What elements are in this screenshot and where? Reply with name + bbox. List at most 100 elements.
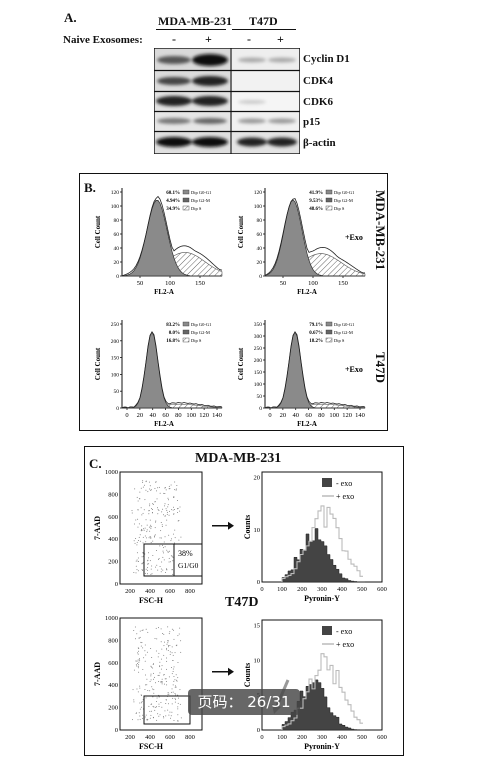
y-tick-label: 250 [111,322,120,328]
scatter-point [166,684,168,686]
scatter-point [154,638,156,640]
scatter-point [160,522,162,524]
western-blot [154,48,300,154]
scatter-point [166,513,168,515]
legend-swatch [182,337,190,343]
scatter-point [142,551,144,553]
scatter-point [180,717,182,719]
phase-percent: 48.6% [309,207,323,212]
phase-percent: 60.1% [166,191,180,196]
scatter-point [158,703,160,705]
y-tick-label: 50 [257,394,263,400]
scatter-point [176,499,178,501]
scatter-point [152,664,154,666]
histogram-outline [121,331,223,409]
scatter-point [171,673,173,675]
scatter-point [172,533,174,535]
scatter-point [164,641,166,643]
scatter-point [140,507,142,509]
scatter-point [144,716,146,718]
scatter-point [133,669,135,671]
histogram-plot: 0 20 40 60 80 100 120 50 100 150 FL2-A Cell Count 41… [237,188,366,296]
scatter-point [154,534,156,536]
x-tick-label: 140 [212,412,222,419]
scatter-point [137,653,139,655]
scatter-point [175,679,177,681]
protein-label: Cyclin D1 [303,53,350,65]
scatter-point [159,545,161,547]
protein-label: p15 [303,116,321,128]
scatter-point [152,503,154,505]
scatter-point [165,487,167,489]
legend-swatch [182,197,190,203]
scatter-point [148,537,150,539]
lane-sign: - [247,32,251,46]
scatter-point [174,489,176,491]
scatter-point [137,539,139,541]
y-tick-label: 0 [257,579,260,586]
scatter-point [151,565,153,567]
scatter-point [163,674,165,676]
scatter-point [141,529,143,531]
scatter-point [167,626,169,628]
scatter-point [173,666,175,668]
scatter-point [166,660,168,662]
scatter-point [155,700,157,702]
legend-swatch [325,205,333,211]
scatter-point [141,568,143,570]
scatter-point [140,641,142,643]
scatter-point [171,646,173,648]
scatter-point [160,628,162,630]
scatter-frame [119,471,203,585]
y-tick-label: 1000 [105,469,118,476]
scatter-point [159,714,161,716]
scatter-point [168,550,170,552]
scatter-point [142,562,144,564]
scatter-point [144,527,146,529]
scatter-point [137,662,139,664]
scatter-point [165,699,167,701]
gate-box [143,543,175,577]
scatter-point [147,569,149,571]
scatter-point [168,561,170,563]
scatter-point [172,697,174,699]
scatter-point [142,542,144,544]
scatter-point [137,500,139,502]
scatter-point [146,718,148,720]
scatter-plot: 0 200 400 600 800 1000 200 400 600 800 7-AAD FSC-H [93,615,234,751]
scatter-point [153,663,155,665]
scatter-point [149,717,151,719]
scatter-point [158,715,160,717]
scatter-point [149,560,151,562]
scatter-point [137,665,139,667]
y-tick-label: 50 [114,389,120,395]
x-tick-label: 20 [280,412,287,419]
y-tick-label: 600 [108,660,118,667]
y-tick-label: 0 [115,581,118,588]
scatter-point [154,709,156,711]
scatter-point [175,645,177,647]
scatter-point [139,660,141,662]
scatter-point [171,688,173,690]
scatter-point [150,526,152,528]
scatter-point [137,561,139,563]
scatter-point [166,657,168,659]
phase-percent: 34.9% [166,207,180,212]
scatter-point [169,561,171,563]
scatter-point [158,706,160,708]
x-tick-label: 150 [195,280,205,287]
scatter-point [148,510,150,512]
scatter-point [145,628,147,630]
scatter-point [157,513,159,515]
x-tick-label: 300 [317,734,327,741]
scatter-point [136,496,138,498]
scatter-point [165,489,167,491]
y-axis-label: Counts [243,663,252,687]
legend-name: Dip G2-M [191,330,210,335]
scatter-point [152,717,154,719]
scatter-point [166,519,168,521]
scatter-point [161,525,163,527]
scatter-point [142,717,144,719]
scatter-point [166,647,168,649]
x-tick-label: 100 [165,280,175,287]
